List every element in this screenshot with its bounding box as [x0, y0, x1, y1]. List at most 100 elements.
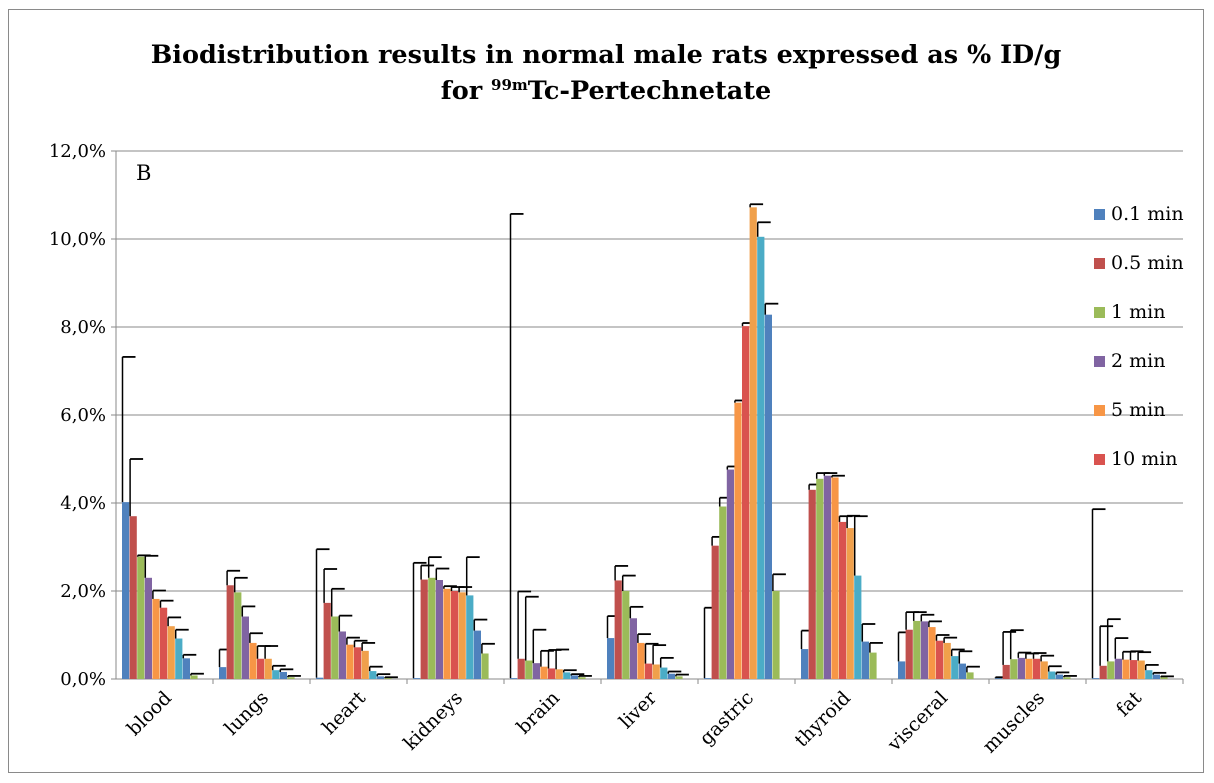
- bar: [905, 629, 913, 679]
- bar: [1025, 658, 1033, 679]
- bar: [943, 642, 951, 679]
- bar: [1063, 677, 1071, 679]
- bar: [734, 402, 742, 679]
- bar: [936, 640, 944, 679]
- bar: [1152, 674, 1160, 679]
- bar: [249, 642, 257, 679]
- chart-frame: [8, 9, 1204, 773]
- x-category-label: visceral: [883, 687, 952, 756]
- bar: [331, 616, 339, 679]
- bar: [801, 649, 809, 679]
- legend-label: 1 min: [1111, 301, 1165, 323]
- bar: [614, 580, 622, 679]
- bar: [951, 656, 959, 679]
- bar: [323, 602, 331, 679]
- y-tick-label: 6,0%: [60, 405, 106, 426]
- bar: [287, 677, 295, 679]
- bar: [913, 620, 921, 679]
- bar: [241, 616, 249, 679]
- bar: [928, 627, 936, 679]
- x-category-label: brain: [512, 687, 564, 739]
- bar: [428, 577, 436, 679]
- bar: [458, 592, 466, 679]
- bar: [578, 677, 586, 679]
- bar: [354, 647, 362, 679]
- bar: [420, 579, 428, 679]
- bar: [122, 502, 130, 679]
- y-tick-label: 0,0%: [60, 669, 106, 690]
- bar: [1107, 661, 1115, 679]
- x-category-label: liver: [615, 686, 662, 733]
- chart-title-prefix: for: [440, 76, 492, 106]
- bar: [532, 663, 540, 679]
- bar: [1017, 657, 1025, 679]
- legend-swatch: [1094, 356, 1105, 367]
- bar: [637, 642, 645, 679]
- chart-title-suffix: Tc-Pertechnetate: [527, 76, 772, 106]
- x-category-label: fat: [1112, 687, 1146, 721]
- bar: [1160, 677, 1168, 679]
- bar: [361, 650, 369, 679]
- legend-swatch: [1094, 454, 1105, 465]
- legend-label: 10 min: [1111, 448, 1178, 470]
- bar: [473, 630, 481, 679]
- bar: [443, 588, 451, 679]
- bar: [510, 678, 518, 679]
- bar: [316, 677, 324, 679]
- bar: [517, 658, 525, 679]
- bar: [1137, 660, 1145, 679]
- bar: [808, 489, 816, 679]
- bar: [257, 658, 265, 679]
- chart-title-line-2: for 99mTc-Pertechnetate: [8, 73, 1204, 112]
- bar: [995, 678, 1003, 679]
- bar: [338, 631, 346, 679]
- bar: [629, 618, 637, 679]
- bar: [742, 326, 750, 679]
- legend-label: 5 min: [1111, 399, 1165, 421]
- bar: [607, 638, 615, 679]
- bar: [226, 585, 234, 679]
- bar: [413, 678, 421, 679]
- legend-swatch: [1094, 405, 1105, 416]
- bar: [481, 653, 489, 679]
- bar: [1010, 659, 1018, 679]
- bar: [1040, 661, 1048, 679]
- bar: [854, 575, 862, 679]
- bar: [234, 592, 242, 679]
- bar: [757, 236, 765, 680]
- x-category-label: kidneys: [399, 687, 467, 755]
- bar: [652, 664, 660, 679]
- x-category-label: lungs: [220, 687, 273, 740]
- bar: [152, 598, 160, 679]
- bar: [846, 528, 854, 679]
- y-tick-label: 12,0%: [49, 141, 106, 162]
- bar: [1048, 671, 1056, 679]
- x-category-label: heart: [318, 687, 370, 739]
- legend-swatch: [1094, 258, 1105, 269]
- bar: [704, 678, 712, 679]
- y-tick-label: 4,0%: [60, 493, 106, 514]
- legend-label: 0.5 min: [1111, 252, 1184, 274]
- bar: [869, 652, 877, 679]
- bar: [1099, 665, 1107, 679]
- bar: [570, 675, 578, 679]
- bar: [645, 663, 653, 679]
- bar: [466, 595, 474, 679]
- bar: [369, 671, 377, 679]
- bar: [749, 207, 757, 679]
- bar: [540, 666, 548, 679]
- bar: [1055, 674, 1063, 679]
- x-category-label: thyroid: [790, 687, 855, 752]
- bar: [839, 521, 847, 679]
- legend-swatch: [1094, 307, 1105, 318]
- x-category-label: gastric: [695, 687, 758, 750]
- bar: [144, 577, 152, 679]
- bar: [346, 644, 354, 679]
- y-tick-label: 2,0%: [60, 581, 106, 602]
- bar: [861, 641, 869, 679]
- x-category-label: blood: [123, 687, 176, 740]
- chart-title-isotope-superscript: 99m: [491, 76, 528, 94]
- bar: [272, 670, 280, 679]
- bar: [831, 477, 839, 679]
